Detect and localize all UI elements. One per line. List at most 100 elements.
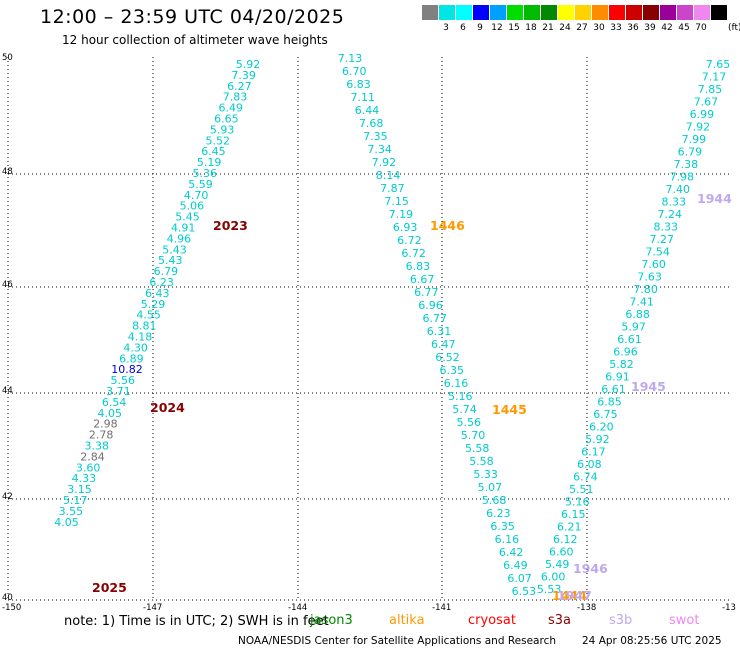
swh-value: 7.92 bbox=[372, 156, 397, 169]
legend-swatch bbox=[422, 5, 439, 20]
swh-value: 6.20 bbox=[589, 421, 614, 434]
swh-value: 6.49 bbox=[503, 559, 528, 572]
pass-time-label: 1947 bbox=[557, 588, 592, 603]
swh-value: 5.53 bbox=[537, 583, 562, 596]
swh-value: 6.77 bbox=[414, 286, 439, 299]
lat-label: 42 bbox=[2, 492, 13, 502]
swh-value: 6.99 bbox=[690, 108, 715, 121]
swh-value: 8.81 bbox=[132, 320, 157, 333]
swh-value: 7.40 bbox=[666, 183, 691, 196]
legend-swatch bbox=[711, 5, 728, 20]
legend-label: 36 bbox=[627, 23, 639, 33]
legend-label: 6 bbox=[460, 23, 466, 33]
swh-value: 5.59 bbox=[188, 178, 213, 191]
swh-value: 6.23 bbox=[486, 507, 511, 520]
swh-value: 6.72 bbox=[397, 234, 422, 247]
swh-value: 7.35 bbox=[363, 130, 388, 143]
legend-swatch bbox=[626, 5, 643, 20]
swh-value: 5.29 bbox=[141, 298, 166, 311]
lat-label: 44 bbox=[2, 386, 13, 396]
generated-timestamp: 24 Apr 08:25:56 UTC 2025 bbox=[582, 635, 722, 647]
swh-value: 5.58 bbox=[465, 442, 490, 455]
swh-value: 6.27 bbox=[227, 80, 252, 93]
swh-value: 6.35 bbox=[440, 364, 465, 377]
swh-value: 5.43 bbox=[158, 254, 183, 267]
legend-swatch bbox=[490, 5, 507, 20]
swh-value: 5.36 bbox=[193, 167, 218, 180]
swh-value: 7.67 bbox=[694, 96, 719, 109]
swh-value: 6.79 bbox=[678, 146, 703, 159]
swh-value: 3.55 bbox=[59, 505, 84, 518]
swh-value: 6.00 bbox=[541, 571, 566, 584]
swh-value: 5.19 bbox=[197, 156, 222, 169]
swh-value: 6.07 bbox=[507, 572, 532, 585]
lon-label: -13 bbox=[722, 603, 736, 613]
satellite-name: cryosat bbox=[468, 613, 516, 628]
swh-value: 5.49 bbox=[545, 558, 570, 571]
swh-value: 6.70 bbox=[342, 65, 367, 78]
lon-label: -147 bbox=[143, 603, 162, 613]
legend-swatch bbox=[439, 5, 456, 20]
swh-value: 7.27 bbox=[649, 233, 674, 246]
swh-value: 6.52 bbox=[435, 351, 460, 364]
swh-value: 7.39 bbox=[231, 69, 256, 82]
swh-value: 6.77 bbox=[423, 312, 448, 325]
satellite-name: altika bbox=[389, 613, 425, 628]
swh-value: 5.92 bbox=[585, 433, 610, 446]
legend-label: 21 bbox=[542, 23, 554, 33]
legend-swatch bbox=[609, 5, 626, 20]
legend-unit: (ft) bbox=[728, 23, 740, 33]
pass-time-label: 2023 bbox=[213, 218, 248, 233]
swh-value: 7.13 bbox=[338, 52, 363, 65]
swh-value: 7.99 bbox=[682, 133, 707, 146]
swh-value: 6.61 bbox=[601, 383, 626, 396]
swh-value: 5.92 bbox=[236, 58, 261, 71]
swh-value: 7.92 bbox=[686, 121, 711, 134]
swh-value: 4.05 bbox=[98, 407, 123, 420]
swh-value: 7.87 bbox=[380, 182, 405, 195]
swh-value: 6.96 bbox=[613, 346, 638, 359]
legend-swatch bbox=[575, 5, 592, 20]
swh-value: 6.49 bbox=[218, 102, 243, 115]
pass-time-label: 1946 bbox=[573, 561, 608, 576]
swh-value: 6.23 bbox=[149, 276, 174, 289]
swh-value: 3.71 bbox=[106, 385, 131, 398]
page-title: 12:00 – 23:59 UTC 04/20/2025 bbox=[40, 6, 345, 28]
swh-value: 4.05 bbox=[54, 516, 79, 529]
legend-label: 24 bbox=[559, 23, 571, 33]
swh-value: 5.43 bbox=[162, 243, 187, 256]
swh-value: 4.91 bbox=[171, 222, 196, 235]
swh-value: 7.65 bbox=[706, 58, 731, 71]
swh-value: 7.24 bbox=[658, 208, 683, 221]
pass-time-label: 2024 bbox=[150, 400, 185, 415]
swh-value: 3.15 bbox=[67, 483, 92, 496]
swh-value: 6.43 bbox=[145, 287, 170, 300]
swh-value: 6.85 bbox=[597, 396, 622, 409]
swh-value: 6.16 bbox=[495, 533, 520, 546]
swh-value: 6.61 bbox=[617, 333, 642, 346]
satellite-name: s3b bbox=[609, 613, 633, 628]
swh-value: 6.67 bbox=[410, 273, 435, 286]
swh-value: 7.19 bbox=[389, 208, 414, 221]
legend-swatch bbox=[677, 5, 694, 20]
swh-value: 6.47 bbox=[431, 338, 456, 351]
swh-value: 5.56 bbox=[456, 416, 481, 429]
swh-value: 6.96 bbox=[418, 299, 443, 312]
credit-text: NOAA/NESDIS Center for Satellite Applica… bbox=[238, 635, 556, 647]
swh-value: 7.63 bbox=[637, 271, 662, 284]
swh-value: 5.07 bbox=[478, 481, 503, 494]
swh-value: 4.55 bbox=[136, 309, 161, 322]
swh-value: 7.17 bbox=[702, 71, 727, 84]
lat-label: 40 bbox=[2, 593, 13, 603]
legend-label: 12 bbox=[491, 23, 503, 33]
swh-value: 2.84 bbox=[80, 450, 105, 463]
swh-value: 6.79 bbox=[154, 265, 179, 278]
legend-swatch bbox=[473, 5, 490, 20]
swh-value: 6.75 bbox=[593, 408, 618, 421]
swh-value: 6.53 bbox=[512, 585, 537, 598]
legend-label: 39 bbox=[644, 23, 656, 33]
satellite-name: jason3 bbox=[310, 613, 353, 628]
satellite-name: swot bbox=[669, 613, 700, 628]
